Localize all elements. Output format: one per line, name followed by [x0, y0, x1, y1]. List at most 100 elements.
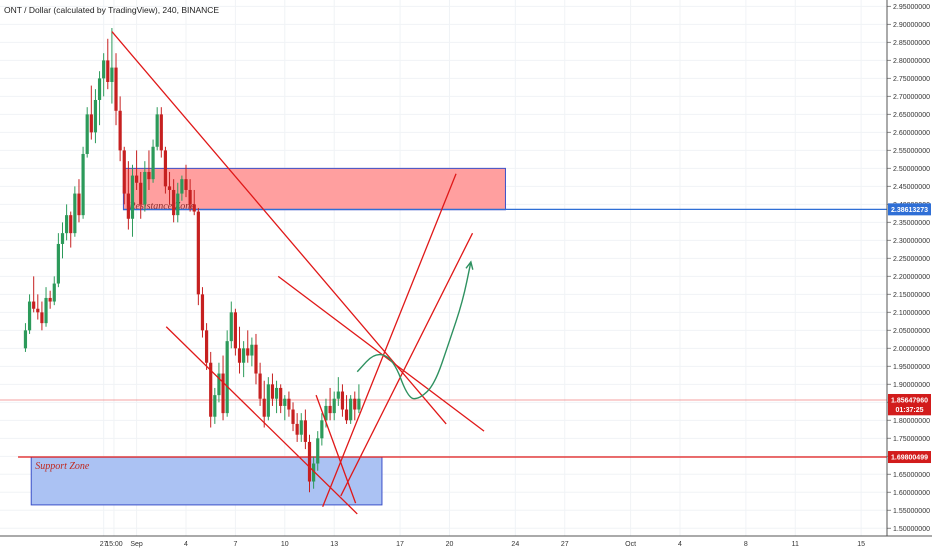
candle-body	[225, 341, 229, 414]
y-tick-label: 1.65000000	[893, 472, 930, 479]
x-tick-label: 15:00	[105, 541, 123, 548]
candle-body	[27, 301, 32, 331]
y-tick-label: 2.70000000	[893, 94, 930, 101]
y-tick-label: 2.85000000	[893, 40, 930, 47]
candle-body	[258, 373, 262, 399]
candle-body	[283, 398, 287, 406]
price-label-box	[888, 451, 931, 464]
y-tick-label: 2.00000000	[893, 346, 930, 353]
x-tick-label: Oct	[625, 541, 636, 548]
candle-body	[102, 60, 106, 79]
x-tick-label: 20	[446, 541, 454, 548]
price-label-box	[888, 203, 931, 216]
price-label-text: 01:37:25	[895, 407, 923, 414]
candle-body	[312, 463, 316, 482]
candle-body	[44, 297, 48, 324]
trend-line	[165, 326, 358, 515]
candle-body	[77, 193, 81, 216]
y-tick-label: 2.25000000	[893, 256, 930, 263]
price-label-text: 1.69800499	[891, 455, 928, 462]
candle-body	[221, 373, 225, 414]
y-tick-label: 2.80000000	[893, 58, 930, 65]
chart-title: ONT / Dollar (calculated by TradingView)…	[4, 5, 219, 15]
candle-body	[180, 179, 184, 194]
candle-body	[217, 373, 221, 396]
trend-line	[315, 394, 357, 504]
candle-body	[254, 344, 258, 374]
candle-body	[106, 60, 110, 82]
candle-body	[299, 420, 303, 435]
candle-body	[89, 114, 93, 133]
candle-body	[97, 78, 102, 100]
y-tick-label: 1.80000000	[893, 418, 930, 425]
y-tick-label: 1.50000000	[893, 526, 930, 533]
candle-body	[270, 384, 275, 399]
resistance-zone-label: Resistance Zone	[128, 201, 195, 212]
candle-body	[126, 193, 130, 219]
y-tick-label: 2.75000000	[893, 76, 930, 83]
price-label-text: 2.38613273	[891, 207, 928, 214]
candle-body	[188, 189, 192, 205]
candle-body	[73, 193, 77, 234]
candle-body	[36, 308, 40, 313]
candle-body	[200, 294, 205, 331]
candle-body	[81, 153, 85, 216]
candle-body	[324, 405, 328, 421]
candle-body	[250, 344, 254, 356]
x-tick-label: 10	[281, 541, 289, 548]
y-tick-label: 2.50000000	[893, 166, 930, 173]
x-tick-label: 4	[678, 541, 682, 548]
x-tick-label: Sep	[130, 541, 143, 548]
trend-line	[111, 31, 447, 425]
price-label-text: 1.85647960	[891, 398, 928, 405]
x-tick-label: 24	[511, 541, 519, 548]
candle-body	[349, 398, 353, 421]
candle-body	[40, 312, 44, 324]
candle-body	[344, 409, 349, 421]
candle-body	[229, 312, 233, 342]
candle-body	[353, 398, 357, 410]
y-tick-label: 2.15000000	[893, 292, 930, 299]
candle-body	[56, 243, 60, 284]
candle-body	[291, 409, 295, 424]
candle-body	[167, 186, 172, 190]
candle-body	[130, 175, 135, 219]
trend-line	[340, 232, 474, 497]
price-label-box	[888, 403, 931, 416]
candle-body	[237, 348, 242, 363]
candle-body	[233, 312, 237, 349]
candle-body	[316, 438, 320, 464]
candle-body	[52, 283, 56, 302]
y-tick-label: 2.45000000	[893, 184, 930, 191]
x-tick-label: 7	[233, 541, 237, 548]
trend-line	[322, 173, 457, 507]
candle-body	[85, 114, 89, 154]
x-tick-label: 13	[330, 541, 338, 548]
support-zone-label: Support Zone	[35, 461, 90, 472]
y-tick-label: 1.55000000	[893, 508, 930, 515]
y-tick-label: 2.05000000	[893, 328, 930, 335]
projection-arrowhead	[465, 260, 474, 270]
x-tick-label: 8	[744, 541, 748, 548]
y-tick-label: 1.75000000	[893, 436, 930, 443]
y-tick-label: 2.55000000	[893, 148, 930, 155]
candle-body	[155, 114, 159, 147]
candle-body	[266, 384, 270, 417]
candle-body	[213, 395, 217, 417]
trend-line	[277, 275, 485, 432]
y-tick-label: 2.10000000	[893, 310, 930, 317]
candle-body	[204, 330, 209, 363]
candle-body	[163, 150, 168, 187]
x-tick-label: 11	[792, 541, 799, 548]
candle-body	[287, 398, 291, 410]
y-tick-label: 2.65000000	[893, 112, 930, 119]
candle-body	[110, 67, 114, 82]
candle-body	[303, 420, 307, 442]
candle-body	[32, 301, 36, 309]
y-tick-label: 1.95000000	[893, 364, 930, 371]
x-tick-label: 27	[561, 541, 569, 548]
projection-path	[356, 261, 472, 400]
x-tick-label: 4	[184, 541, 188, 548]
candle-body	[147, 171, 151, 180]
